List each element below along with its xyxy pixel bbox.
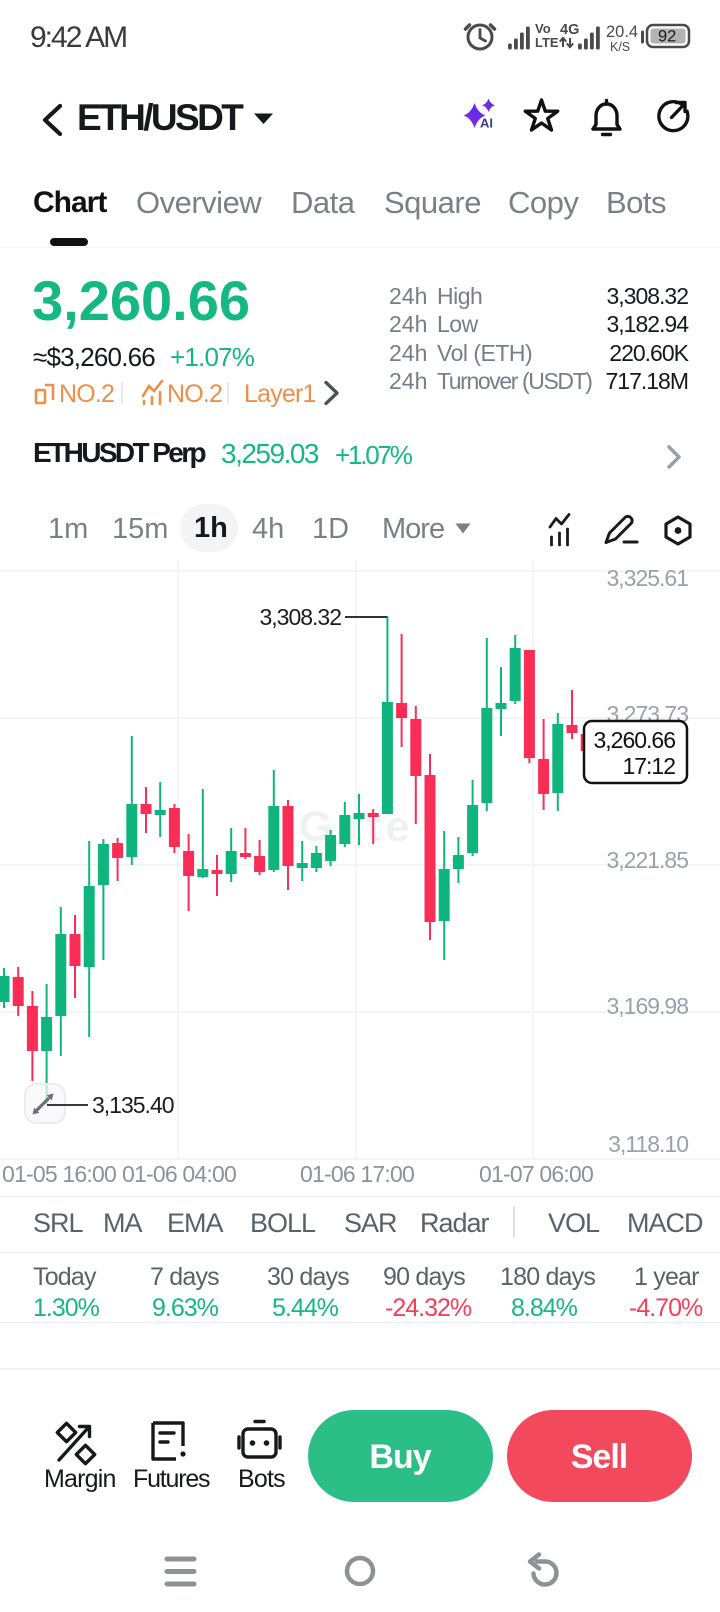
svg-text:3,308.32: 3,308.32 (259, 604, 341, 630)
svg-text:K/S: K/S (610, 40, 630, 54)
svg-text:Buy: Buy (369, 1438, 431, 1476)
svg-text:3,221.85: 3,221.85 (606, 847, 688, 873)
svg-text:92: 92 (658, 28, 676, 46)
svg-text:3,118.10: 3,118.10 (608, 1131, 688, 1157)
svg-text:NO.2: NO.2 (167, 380, 222, 408)
svg-text:3,325.61: 3,325.61 (606, 565, 688, 591)
svg-text:Margin: Margin (44, 1465, 116, 1493)
svg-text:Sell: Sell (571, 1438, 627, 1476)
svg-text:LTE: LTE (535, 35, 559, 50)
svg-text:NO.2: NO.2 (59, 380, 114, 408)
svg-text:4G: 4G (560, 22, 579, 38)
svg-text:3,260.66: 3,260.66 (593, 727, 675, 753)
svg-text:Layer1: Layer1 (244, 380, 316, 408)
svg-text:AI: AI (480, 116, 493, 131)
svg-text:20.4: 20.4 (606, 23, 638, 41)
svg-text:Bots: Bots (238, 1465, 285, 1493)
svg-text:17:12: 17:12 (622, 753, 675, 779)
svg-text:3,135.40: 3,135.40 (92, 1092, 174, 1118)
svg-text:Vo: Vo (535, 21, 551, 36)
svg-text:3,169.98: 3,169.98 (606, 993, 688, 1019)
svg-text:Futures: Futures (133, 1465, 210, 1493)
